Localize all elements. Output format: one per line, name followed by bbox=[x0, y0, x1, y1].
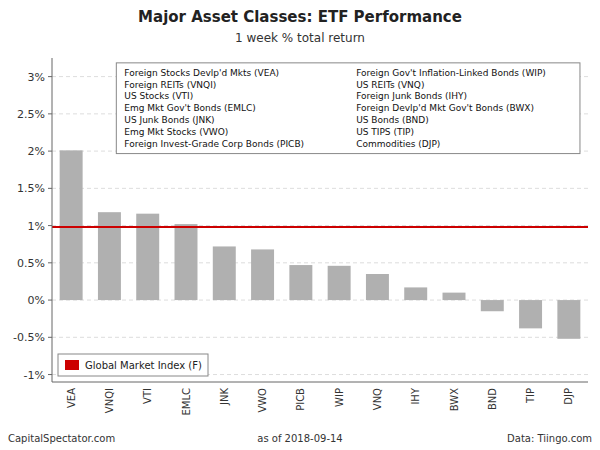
tick-mark bbox=[48, 113, 52, 114]
tick-label: BND bbox=[487, 388, 498, 410]
tick-label: IHY bbox=[410, 387, 421, 404]
tick-label: EMLC bbox=[181, 388, 192, 416]
footer: as of 2018-09-14 bbox=[257, 433, 342, 444]
annotation: US Bonds (BND) bbox=[356, 115, 429, 125]
bars bbox=[60, 150, 581, 338]
annotation: US Junk Bonds (JNK) bbox=[124, 115, 214, 125]
background bbox=[0, 0, 600, 450]
subtitle: 1 week % total return bbox=[235, 31, 365, 45]
tick-label: DJP bbox=[563, 388, 574, 405]
grid-line bbox=[52, 188, 588, 189]
bar bbox=[519, 300, 542, 328]
tick-mark bbox=[48, 76, 52, 77]
bar bbox=[213, 246, 236, 300]
tick-mark bbox=[48, 225, 52, 226]
tick-mark bbox=[48, 300, 52, 301]
key-box: Foreign Stocks Devlp'd Mkts (VEA) Foreign… bbox=[116, 63, 580, 154]
annotation: Foreign Devlp'd Mkt Gov't Bonds (BWX) bbox=[356, 103, 534, 113]
tick-mark bbox=[48, 188, 52, 189]
annotation: Foreign Gov't Inflation-Linked Bonds (WI… bbox=[356, 68, 546, 78]
annotation: Foreign REITs (VNQI) bbox=[124, 80, 216, 90]
tick-label: 1% bbox=[28, 220, 45, 233]
footer: CapitalSpectator.com bbox=[8, 433, 115, 444]
bar bbox=[366, 274, 389, 300]
tick-label: VTI bbox=[142, 388, 153, 404]
tick-label: -1% bbox=[24, 369, 45, 382]
key-frame bbox=[116, 63, 580, 154]
tick-label: TIP bbox=[525, 388, 536, 404]
tick-label: VNQI bbox=[104, 388, 115, 413]
tick-label: BWX bbox=[449, 388, 460, 411]
reference-line bbox=[52, 226, 588, 228]
annotation: US REITs (VNQ) bbox=[356, 80, 424, 90]
tick-label: 0% bbox=[28, 294, 45, 307]
tick-label: 0.5% bbox=[17, 257, 45, 270]
tick-label: 2% bbox=[28, 145, 45, 158]
bar bbox=[289, 265, 312, 300]
bar bbox=[404, 287, 427, 300]
bar bbox=[557, 300, 580, 339]
bar bbox=[60, 150, 83, 300]
annotation: US Stocks (VTI) bbox=[124, 91, 193, 101]
tick-label: VNQ bbox=[372, 388, 383, 410]
tick-mark bbox=[48, 337, 52, 338]
y-axis-line bbox=[52, 58, 53, 382]
tick-label: WIP bbox=[334, 388, 345, 407]
tick-mark bbox=[48, 151, 52, 152]
bar bbox=[251, 249, 274, 300]
annotation: Foreign Stocks Devlp'd Mkts (VEA) bbox=[124, 68, 279, 78]
tick-mark bbox=[48, 374, 52, 375]
bar bbox=[328, 266, 351, 300]
bar bbox=[443, 293, 466, 300]
tick-label: 2.5% bbox=[17, 108, 45, 121]
grid-line bbox=[52, 300, 588, 301]
tick-label: PICB bbox=[295, 388, 306, 411]
grid-line bbox=[52, 262, 588, 263]
tick-label: 3% bbox=[28, 71, 45, 84]
tick-mark bbox=[48, 262, 52, 263]
tick-label: VWO bbox=[257, 388, 268, 413]
x-axis: VEA VNQI VTI EMLC JNK VWO PICB WIP VNQ IHY BWX BND T… bbox=[66, 387, 575, 415]
bar bbox=[481, 300, 504, 311]
annotation: US TIPS (TIP) bbox=[356, 127, 414, 137]
chart: Major Asset Classes: ETF Performance 1 we… bbox=[0, 0, 600, 450]
bar bbox=[98, 212, 121, 300]
grid-line bbox=[52, 225, 588, 226]
legend-label: Global Market Index (F) bbox=[85, 360, 202, 371]
bar bbox=[175, 224, 198, 300]
annotation: Emg Mkt Gov't Bonds (EMLC) bbox=[124, 103, 255, 113]
annotation: Emg Mkt Stocks (VWO) bbox=[124, 127, 228, 137]
grid-line bbox=[52, 337, 588, 338]
x-axis-line bbox=[52, 382, 588, 383]
tick-label: VEA bbox=[66, 388, 77, 408]
footer: Data: Tiingo.com bbox=[507, 433, 592, 444]
tick-label: 1.5% bbox=[17, 182, 45, 195]
annotation: Foreign Invest-Grade Corp Bonds (PICB) bbox=[124, 139, 304, 149]
tick-label: JNK bbox=[219, 388, 230, 406]
title: Major Asset Classes: ETF Performance bbox=[138, 8, 462, 26]
legend-frame bbox=[58, 354, 208, 376]
annotation: Commodities (DJP) bbox=[356, 139, 440, 149]
legend-swatch bbox=[65, 360, 79, 370]
annotation: Foreign Junk Bonds (IHY) bbox=[356, 91, 467, 101]
tick-label: -0.5% bbox=[13, 331, 45, 344]
legend: Global Market Index (F) bbox=[58, 354, 208, 376]
